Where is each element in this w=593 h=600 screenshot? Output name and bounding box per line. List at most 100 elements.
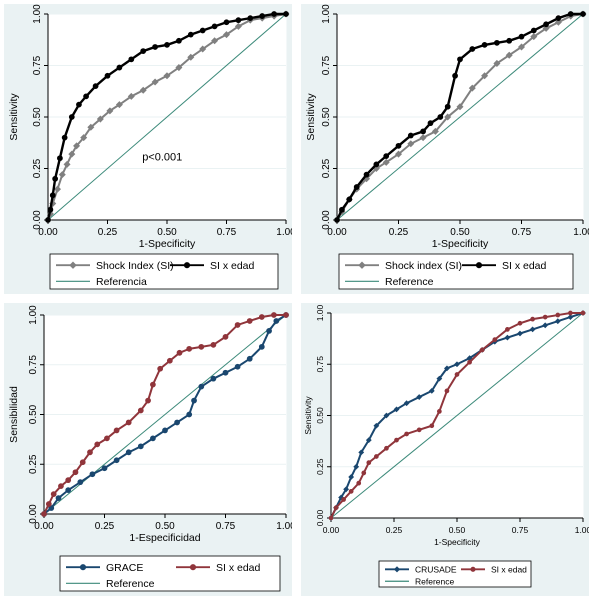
data-point — [348, 488, 354, 494]
legend-label: SI x edad — [491, 564, 527, 574]
data-point — [211, 37, 219, 45]
data-point — [116, 64, 123, 71]
y-tick-label: 0.00 — [321, 210, 332, 230]
y-tick-label: 0.25 — [315, 458, 325, 475]
legend-marker — [69, 261, 77, 269]
data-point — [555, 15, 562, 21]
data-point — [373, 454, 379, 459]
data-point — [436, 409, 442, 414]
y-tick-label: 0.50 — [28, 404, 39, 424]
data-point — [530, 316, 535, 322]
data-point — [246, 318, 253, 324]
data-point — [517, 43, 526, 51]
data-point — [530, 27, 537, 34]
data-point — [222, 334, 229, 340]
data-point — [125, 449, 132, 456]
y-tick-label: 0.00 — [315, 509, 325, 526]
data-point — [468, 84, 476, 92]
x-tick-label: 0.50 — [155, 521, 175, 532]
data-point — [493, 59, 501, 67]
data-point — [505, 327, 510, 332]
data-point — [258, 314, 265, 320]
data-point — [356, 480, 362, 486]
data-point — [163, 72, 171, 80]
x-tick-label: 0.25 — [386, 525, 403, 535]
data-point — [104, 435, 110, 442]
data-point — [431, 127, 439, 135]
data-point — [151, 78, 159, 86]
data-point — [505, 51, 513, 59]
legend-label: SI x edad — [502, 260, 547, 272]
y-axis-label: Sensibilidad — [8, 386, 20, 443]
data-point — [580, 11, 586, 17]
x-tick-label: 0.75 — [512, 525, 529, 535]
data-point — [383, 412, 390, 419]
data-point — [481, 72, 489, 80]
data-point — [258, 343, 265, 350]
data-point — [365, 437, 372, 444]
legend-label: Reference — [415, 576, 454, 586]
data-point — [187, 31, 194, 38]
data-point — [157, 365, 164, 372]
data-point — [61, 134, 68, 141]
data-point — [353, 184, 360, 190]
data-point — [328, 515, 334, 521]
x-tick-label: 0.00 — [38, 227, 58, 238]
data-point — [68, 114, 75, 120]
data-point — [115, 101, 123, 109]
data-point — [373, 422, 380, 429]
data-point — [394, 150, 403, 158]
data-point — [358, 449, 365, 456]
data-point — [176, 37, 182, 44]
data-point — [198, 343, 205, 350]
data-point — [259, 13, 266, 19]
p-value-annotation: p<0.001 — [142, 151, 182, 163]
x-tick-label: 0.50 — [449, 525, 466, 535]
x-tick-label: 0.25 — [389, 227, 409, 238]
y-tick-label: 0.75 — [321, 55, 332, 75]
data-point — [246, 355, 253, 362]
x-tick-label: 0.25 — [98, 227, 118, 238]
data-point — [222, 369, 229, 376]
reference-line — [43, 314, 287, 515]
legend-label: SI x edad — [210, 260, 255, 272]
y-tick-label: 0.50 — [321, 107, 332, 127]
y-tick-label: 0.25 — [321, 158, 332, 178]
data-point — [235, 17, 242, 24]
legend-marker — [475, 262, 483, 269]
data-point — [162, 427, 168, 434]
data-point — [271, 11, 277, 17]
data-point — [504, 334, 511, 341]
data-point — [492, 337, 498, 343]
legend-box — [49, 253, 279, 290]
data-point — [137, 407, 144, 414]
data-point — [456, 103, 464, 111]
y-axis-label: Sensitivity — [305, 93, 317, 141]
data-point — [104, 72, 111, 79]
data-point — [77, 479, 84, 486]
data-point — [407, 132, 414, 139]
data-point — [454, 372, 460, 377]
y-tick-label: 0.50 — [32, 107, 43, 127]
data-point — [223, 19, 230, 26]
legend-box — [59, 555, 281, 592]
chart-4-svg: 0.00 0.25 0.50 0.75 1.00 0.00 0.25 0.50 0.75 1.00… — [303, 304, 589, 588]
data-point — [50, 491, 57, 497]
reference-line — [47, 13, 287, 221]
data-point — [273, 318, 280, 324]
data-point — [419, 134, 427, 142]
x-tick-label: 0.75 — [217, 227, 237, 238]
y-tick-label: 0.50 — [315, 407, 325, 424]
y-tick-label: 1.00 — [315, 304, 325, 321]
data-point — [479, 347, 485, 353]
data-point — [333, 505, 339, 511]
legend: Shock index (SI) SI x edad Reference — [338, 253, 574, 290]
data-point — [80, 134, 88, 142]
data-point — [348, 474, 355, 480]
data-point — [363, 171, 370, 178]
data-point — [436, 375, 443, 382]
data-point — [334, 217, 340, 223]
data-point — [137, 443, 144, 450]
y-tick-label: 0.25 — [32, 158, 43, 178]
data-point — [283, 312, 289, 318]
